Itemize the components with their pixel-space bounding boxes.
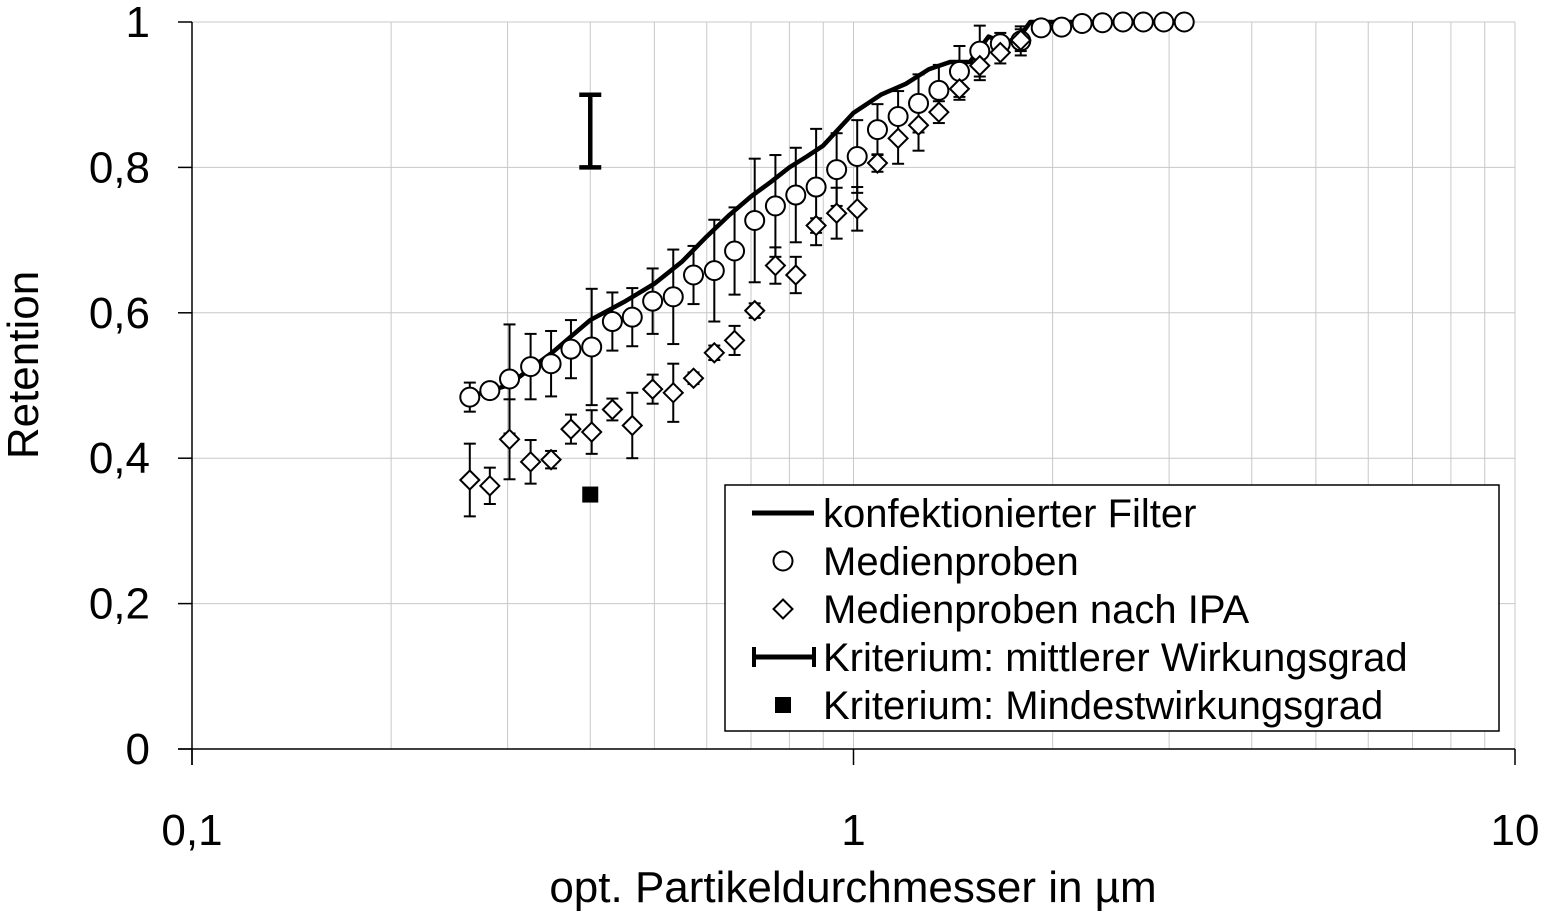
- ipa-point: [621, 414, 644, 437]
- ipa-point: [846, 197, 869, 220]
- ipa-point: [560, 418, 582, 441]
- medienproben-point: [805, 176, 827, 198]
- medienproben-point: [866, 119, 888, 141]
- ipa-point: [805, 214, 828, 237]
- medienproben-point: [1051, 16, 1073, 38]
- medienproben-point: [601, 311, 623, 333]
- legend-box: [724, 484, 1500, 732]
- legend-symbol-diamond: [772, 598, 794, 620]
- x-tick-label: 1: [841, 806, 865, 855]
- ipa-point: [825, 202, 848, 225]
- ipa-point: [498, 428, 521, 451]
- y-tick-label: 1: [126, 0, 150, 47]
- ipa-point: [743, 299, 766, 322]
- ipa-point: [784, 264, 807, 286]
- ipa-point: [907, 114, 930, 137]
- ipa-point: [703, 341, 726, 364]
- legend: konfektionierter FilterMedienprobenMedie…: [724, 484, 1500, 732]
- ipa-point: [989, 41, 1012, 64]
- medienproben-point: [785, 184, 807, 206]
- medienproben-point: [764, 195, 786, 217]
- legend-label: konfektionierter Filter: [823, 492, 1196, 536]
- medienproben-point: [683, 264, 705, 286]
- ipa-point: [764, 254, 787, 277]
- medienproben-point: [560, 338, 582, 360]
- legend-label: Kriterium: Mindestwirkungsgrad: [823, 684, 1383, 728]
- ipa-point: [580, 421, 603, 443]
- medienproben-point: [724, 240, 746, 262]
- ipa-point: [519, 450, 542, 473]
- criterion-min-point: [582, 486, 599, 503]
- axes: [178, 21, 1516, 765]
- ipa-point: [478, 474, 501, 497]
- medienproben-point: [703, 260, 725, 282]
- y-tick-label: 0,2: [89, 580, 150, 629]
- y-tick-label: 0,8: [89, 143, 150, 192]
- medienproben-point: [1153, 11, 1175, 33]
- data-marks: [458, 11, 1195, 518]
- ipa-point: [641, 378, 664, 401]
- medienproben-point: [887, 106, 909, 128]
- medienproben-point: [581, 336, 603, 358]
- ipa-point: [1009, 29, 1032, 52]
- medienproben-point: [1071, 12, 1093, 34]
- medienproben-point: [1112, 11, 1134, 33]
- medienproben-point: [928, 79, 950, 101]
- ipa-point: [458, 469, 481, 491]
- medienproben-point: [826, 159, 848, 181]
- legend-label: Medienproben nach IPA: [823, 588, 1250, 632]
- medienproben-point: [908, 92, 930, 114]
- ipa-point: [866, 152, 889, 174]
- x-tick-label: 10: [1491, 806, 1540, 855]
- filter-line: [469, 19, 1182, 399]
- medienproben-point: [744, 209, 766, 231]
- medienproben-point: [1030, 17, 1052, 39]
- medienproben-point: [1132, 11, 1154, 33]
- legend-label: Kriterium: mittlerer Wirkungsgrad: [823, 636, 1408, 680]
- medienproben-point: [520, 356, 542, 378]
- medienproben-point: [499, 368, 521, 390]
- tick-labels: 0 0,2 0,4 0,6 0,8 1 0,1 1 10: [89, 0, 1540, 855]
- y-tick-label: 0,6: [89, 289, 150, 338]
- ipa-point: [601, 398, 624, 421]
- y-axis-title: Retention: [0, 271, 48, 459]
- x-tick-label: 0,1: [161, 806, 222, 855]
- ipa-point: [540, 448, 562, 471]
- legend-symbol-square: [775, 697, 791, 713]
- legend-label: Medienproben: [823, 540, 1079, 584]
- ipa-point: [968, 54, 991, 77]
- y-tick-label: 0,4: [89, 434, 150, 483]
- medienproben-point: [459, 386, 481, 408]
- y-tick-label: 0: [126, 725, 150, 774]
- medienproben-point: [846, 145, 868, 167]
- legend-symbol-circle: [772, 550, 794, 572]
- ipa-point: [662, 381, 685, 404]
- ipa-point: [927, 101, 950, 124]
- medienproben-point: [662, 286, 684, 308]
- medienproben-point: [642, 290, 664, 312]
- medienproben-point: [1091, 12, 1113, 34]
- ipa-point: [723, 329, 746, 352]
- ipa-point: [887, 127, 910, 150]
- ipa-point: [948, 77, 971, 100]
- x-axis-title: opt. Partikeldurchmesser in µm: [549, 863, 1156, 912]
- medienproben-point: [1173, 11, 1195, 33]
- medienproben-point: [540, 353, 562, 375]
- ipa-point: [682, 367, 705, 390]
- medienproben-point: [479, 380, 501, 402]
- medienproben-point: [621, 306, 643, 328]
